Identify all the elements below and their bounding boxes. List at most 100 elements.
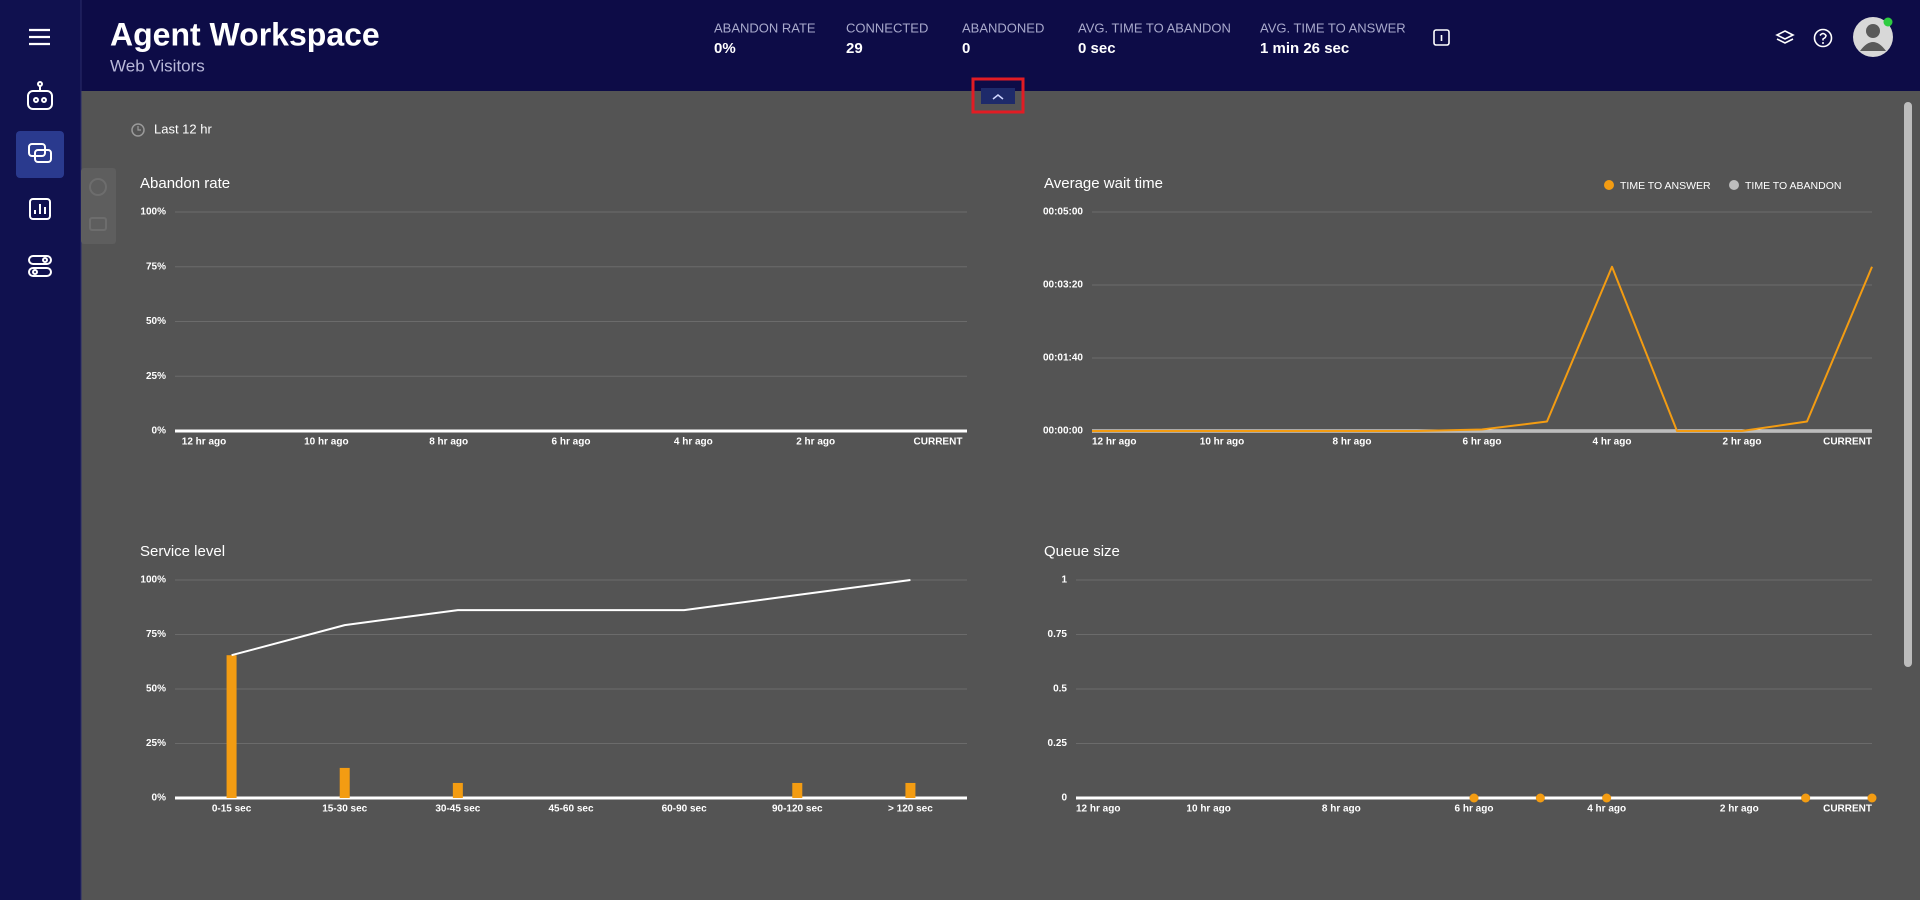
avatar[interactable]: [1853, 17, 1893, 57]
bar: [792, 782, 803, 798]
layers-button[interactable]: [1775, 30, 1795, 44]
legend-label: TIME TO ABANDON: [1745, 180, 1841, 192]
x-tick-label: 8 hr ago: [429, 437, 468, 448]
x-tick-label: 10 hr ago: [1200, 437, 1244, 448]
x-tick-label: 15-30 sec: [322, 804, 367, 815]
y-tick-label: 75%: [146, 629, 166, 640]
stat-value: 29: [846, 40, 863, 57]
collapse-highlight: [971, 77, 1025, 114]
x-tick-label: 90-120 sec: [772, 804, 823, 815]
stat-label: ABANDONED: [962, 20, 1044, 35]
x-tick-label: 12 hr ago: [1076, 804, 1120, 815]
stats: ABANDON RATE 0% CONNECTED 29 ABANDONED 0 AVG. …: [714, 20, 1406, 57]
x-tick-label: 6 hr ago: [1463, 437, 1502, 448]
collapse-icon: [992, 94, 1004, 100]
y-tick-label: 00:03:20: [1043, 280, 1083, 291]
tool-icon[interactable]: [89, 178, 107, 196]
tool-icon[interactable]: [89, 217, 107, 231]
clock-hands: [137, 126, 141, 131]
y-tick-label: 25%: [146, 738, 166, 749]
clock-icon: [131, 123, 145, 137]
x-tick-label: 6 hr ago: [1455, 804, 1494, 815]
x-tick-label: 4 hr ago: [674, 437, 713, 448]
y-tick-label: 00:00:00: [1043, 426, 1083, 437]
time-filter[interactable]: Last 12 hr: [154, 121, 212, 136]
y-tick-label: 00:01:40: [1043, 353, 1083, 364]
page-title: Agent Workspace: [110, 16, 380, 52]
bar: [339, 767, 350, 798]
chart-title: Queue size: [1044, 543, 1120, 560]
x-tick-label: 2 hr ago: [1723, 437, 1762, 448]
y-tick-label: 0: [1061, 793, 1067, 804]
y-tick-label: 25%: [146, 371, 166, 382]
chat-nav-active[interactable]: [16, 131, 64, 178]
data-point: [1602, 793, 1612, 803]
x-tick-label: 4 hr ago: [1593, 437, 1632, 448]
x-tick-label: 8 hr ago: [1333, 437, 1372, 448]
x-tick-label: 30-45 sec: [435, 804, 480, 815]
x-tick-label: CURRENT: [914, 437, 963, 448]
data-point: [1469, 793, 1479, 803]
x-tick-label: 12 hr ago: [182, 437, 226, 448]
stat-label: CONNECTED: [846, 20, 928, 35]
x-tick-label: 12 hr ago: [1092, 437, 1136, 448]
y-tick-label: 50%: [146, 316, 166, 327]
help-button[interactable]: [1813, 28, 1833, 48]
data-point: [1535, 793, 1545, 803]
settings-nav[interactable]: [28, 255, 52, 277]
series-line: [1092, 265, 1873, 432]
chat-icon: [28, 143, 52, 163]
y-tick-label: 75%: [146, 261, 166, 272]
stat-value: 0: [962, 40, 970, 57]
y-tick-label: 0.25: [1048, 738, 1068, 749]
x-tick-label: 10 hr ago: [1186, 804, 1230, 815]
stat-value: 0 sec: [1078, 40, 1116, 57]
y-tick-label: 100%: [140, 207, 166, 218]
x-tick-label: 45-60 sec: [548, 804, 593, 815]
chart-title: Service level: [140, 543, 225, 560]
x-tick-label: > 120 sec: [888, 804, 933, 815]
x-tick-label: 10 hr ago: [304, 437, 348, 448]
x-tick-label: 8 hr ago: [1322, 804, 1361, 815]
y-tick-label: 0%: [152, 426, 167, 437]
legend-swatch: [1729, 180, 1739, 190]
header-bar: [0, 0, 1920, 91]
y-tick-label: 0.5: [1053, 684, 1067, 695]
series-line: [231, 579, 911, 657]
chart-title: Average wait time: [1044, 175, 1163, 192]
stat-label: AVG. TIME TO ANSWER: [1260, 20, 1406, 35]
chart-title: Abandon rate: [140, 175, 230, 192]
x-tick-label: 0-15 sec: [212, 804, 252, 815]
y-tick-label: 1: [1061, 575, 1067, 586]
y-tick-label: 50%: [146, 684, 166, 695]
x-tick-label: 4 hr ago: [1587, 804, 1626, 815]
bot-nav[interactable]: [27, 81, 53, 110]
stat-label: AVG. TIME TO ABANDON: [1078, 20, 1231, 35]
y-tick-label: 100%: [140, 575, 166, 586]
stat-value: 0%: [714, 40, 736, 57]
bar: [226, 655, 237, 798]
scrollbar-thumb[interactable]: [1904, 102, 1912, 667]
y-tick-label: 0%: [152, 793, 167, 804]
legend-swatch: [1604, 180, 1614, 190]
data-point: [1801, 793, 1811, 803]
menu-button[interactable]: [29, 28, 50, 46]
collapse-button[interactable]: [981, 88, 1015, 104]
bar: [905, 782, 916, 798]
x-tick-label: 6 hr ago: [552, 437, 591, 448]
x-tick-label: 60-90 sec: [662, 804, 707, 815]
info-button[interactable]: [1433, 29, 1450, 46]
y-tick-label: 00:05:00: [1043, 207, 1083, 218]
page-subtitle: Web Visitors: [110, 56, 205, 75]
data-point: [1867, 793, 1877, 803]
reports-nav[interactable]: [29, 198, 51, 220]
x-tick-label: 2 hr ago: [1720, 804, 1759, 815]
legend-label: TIME TO ANSWER: [1620, 180, 1711, 192]
y-tick-label: 0.75: [1048, 629, 1068, 640]
stat-value: 1 min 26 sec: [1260, 40, 1349, 57]
x-tick-label: CURRENT: [1823, 804, 1872, 815]
